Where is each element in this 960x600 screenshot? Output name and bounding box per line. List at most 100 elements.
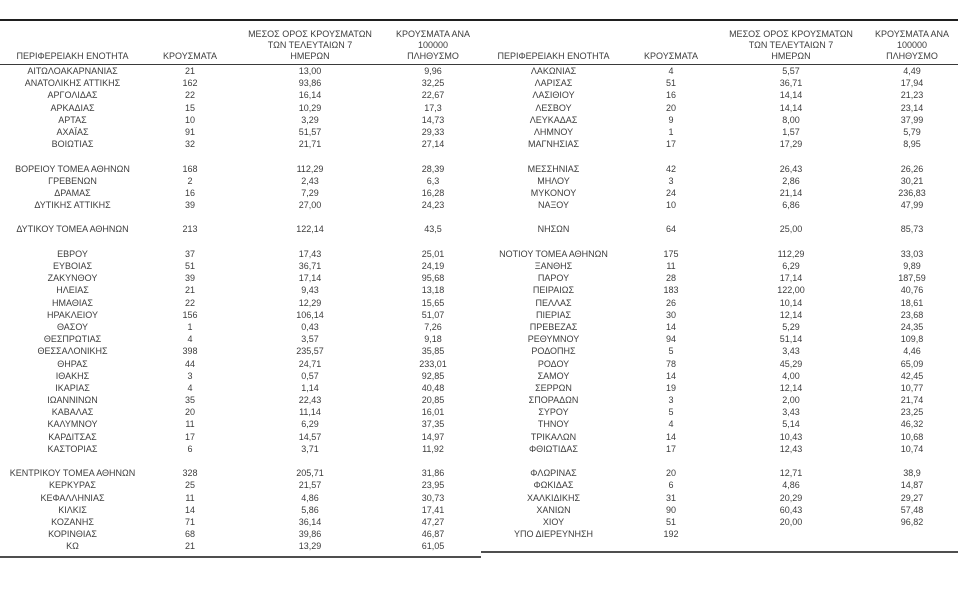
table-row: ΚΟΡΙΝΘΙΑΣ 68 39,86 46,87 [0,528,481,540]
table-row: ΛΕΥΚΑΔΑΣ 9 8,00 37,99 [481,114,958,126]
table-row: ΚΕΡΚΥΡΑΣ 25 21,57 23,95 [0,479,481,491]
avg7-value: 10,43 [779,431,803,442]
region-name: ΣΠΟΡΑΔΩΝ [528,395,579,406]
avg7-value: 8,00 [782,114,800,125]
cases-value: 39 [184,273,195,284]
region-name: ΚΟΡΙΝΘΙΑΣ [48,529,97,540]
region-name: ΑΡΤΑΣ [58,114,87,125]
per100k-value: 32,25 [421,78,445,89]
avg7-value: 2,86 [782,175,800,186]
per100k-value: 23,14 [900,102,924,113]
per100k-value: 9,96 [424,66,442,76]
per100k-value: 236,83 [898,187,926,198]
avg7-value: 17,43 [298,248,322,259]
table-row: ΘΕΣΣΑΛΟΝΙΚΗΣ 398 235,57 35,85 [0,345,481,357]
per100k-value: 23,68 [900,309,924,320]
avg7-value: 20,29 [779,492,803,503]
table-header-row: ΠΕΡΙΦΕΡΕΙΑΚΗ ΕΝΟΤΗΤΑ ΚΡΟΥΣΜΑΤΑ ΜΕΣΟΣ ΟΡΟ… [0,21,481,65]
cases-value: 20 [665,102,676,113]
cases-value: 20 [665,468,676,479]
table-row [481,236,958,248]
per100k-value: 43,5 [424,224,442,235]
avg7-value: 21,71 [298,139,322,150]
table-row: ΚΕΦΑΛΛΗΝΙΑΣ 11 4,86 30,73 [0,492,481,504]
cases-value: 17 [665,443,676,454]
per100k-value: 17,94 [900,78,924,89]
region-name: ΘΕΣΣΑΛΟΝΙΚΗΣ [37,346,108,357]
table-row [481,150,958,162]
region-name: ΣΥΡΟΥ [538,407,569,418]
avg7-value: 25,00 [779,224,803,235]
region-name: ΛΗΜΝΟΥ [533,126,574,137]
per100k-value: 65,09 [900,358,924,369]
cases-value: 10 [665,200,676,211]
avg7-value: 3,43 [782,407,800,418]
per100k-value: 92,85 [421,370,445,381]
region-name: ΜΑΓΝΗΣΙΑΣ [527,139,580,150]
region-name: ΣΕΡΡΩΝ [535,382,572,393]
avg7-value: 5,57 [782,66,800,76]
region-name: ΜΕΣΣΗΝΙΑΣ [527,163,580,174]
cases-value: 91 [184,126,195,137]
avg7-value: 6,86 [782,200,800,211]
per100k-value: 46,32 [900,419,924,430]
region-name: ΗΛΕΙΑΣ [56,285,89,296]
cases-value: 4 [187,334,193,345]
column-header-avg7: ΜΕΣΟΣ ΟΡΟΣ ΚΡΟΥΣΜΑΤΩΝ ΤΩΝ ΤΕΛΕΥΤΑΙΩΝ 7 Η… [716,29,866,62]
table-row: ΑΧΑΪΑΣ 91 51,57 29,33 [0,126,481,138]
region-name: ΘΗΡΑΣ [57,358,88,369]
table-row: ΗΡΑΚΛΕΙΟΥ 156 106,14 51,07 [0,309,481,321]
column-header-avg7-line3: ΗΜΕΡΩΝ [290,51,330,61]
region-name: ΘΕΣΠΡΩΤΙΑΣ [43,334,102,345]
per100k-value: 17,3 [424,102,442,113]
cases-value: 14 [665,370,676,381]
per100k-value: 22,67 [421,90,445,101]
table-row [0,455,481,467]
avg7-value: 12,71 [779,468,803,479]
table-row: ΠΑΡΟΥ 28 17,14 187,59 [481,272,958,284]
table-row: ΦΛΩΡΙΝΑΣ 20 12,71 38,9 [481,467,958,479]
table-row: ΘΑΣΟΥ 1 0,43 7,26 [0,321,481,333]
avg7-value: 13,00 [298,66,322,76]
region-name: ΔΥΤΙΚΗΣ ΑΤΤΙΚΗΣ [34,200,111,211]
cases-value: 183 [663,285,679,296]
per100k-value: 21,74 [900,395,924,406]
cases-value: 51 [665,78,676,89]
cases-value: 44 [184,358,195,369]
region-name: ΓΡΕΒΕΝΩΝ [48,175,97,186]
cases-value: 64 [665,224,676,235]
table-row: ΥΠΟ ΔΙΕΡΕΥΝΗΣΗ 192 [481,528,958,540]
per100k-value: 33,03 [900,248,924,259]
per100k-value: 109,8 [900,334,924,345]
avg7-value: 112,29 [777,248,805,259]
per100k-value: 46,87 [421,529,445,540]
table-row: ΚΑΒΑΛΑΣ 20 11,14 16,01 [0,406,481,418]
table-row [481,455,958,467]
regional-table-left: ΠΕΡΙΦΕΡΕΙΑΚΗ ΕΝΟΤΗΤΑ ΚΡΟΥΣΜΑΤΑ ΜΕΣΟΣ ΟΡΟ… [0,19,481,558]
avg7-value: 2,00 [782,395,800,406]
cases-value: 213 [182,224,198,235]
table-row: ΧΙΟΥ 51 20,00 96,82 [481,516,958,528]
cases-value: 398 [182,346,198,357]
region-name: ΚΟΖΑΝΗΣ [51,516,94,527]
table-row: ΝΑΞΟΥ 10 6,86 47,99 [481,199,958,211]
table-row: ΡΟΔΟΥ 78 45,29 65,09 [481,358,958,370]
avg7-value: 17,14 [779,273,803,284]
column-header-region: ΠΕΡΙΦΕΡΕΙΑΚΗ ΕΝΟΤΗΤΑ [497,51,610,61]
column-header-avg7-line3: ΗΜΕΡΩΝ [771,51,811,61]
cases-value: 192 [663,529,679,540]
cases-value: 22 [184,90,195,101]
region-name: ΑΝΑΤΟΛΙΚΗΣ ΑΤΤΙΚΗΣ [24,78,121,89]
avg7-value: 112,29 [296,163,324,174]
table-row: ΝΟΤΙΟΥ ΤΟΜΕΑ ΑΘΗΝΩΝ 175 112,29 33,03 [481,248,958,260]
avg7-value: 24,71 [298,358,322,369]
per100k-value: 24,23 [421,200,445,211]
region-name: ΧΑΛΚΙΔΙΚΗΣ [526,492,581,503]
column-header-cases: ΚΡΟΥΣΜΑΤΑ [644,51,698,61]
per100k-value: 27,14 [421,139,445,150]
column-header-avg7-line2: ΤΩΝ ΤΕΛΕΥΤΑΙΩΝ 7 [748,40,834,50]
table-row: ΝΗΣΩΝ 64 25,00 85,73 [481,223,958,235]
per100k-value: 37,99 [900,114,924,125]
per100k-value: 30,21 [900,175,924,186]
avg7-value: 4,86 [301,492,319,503]
